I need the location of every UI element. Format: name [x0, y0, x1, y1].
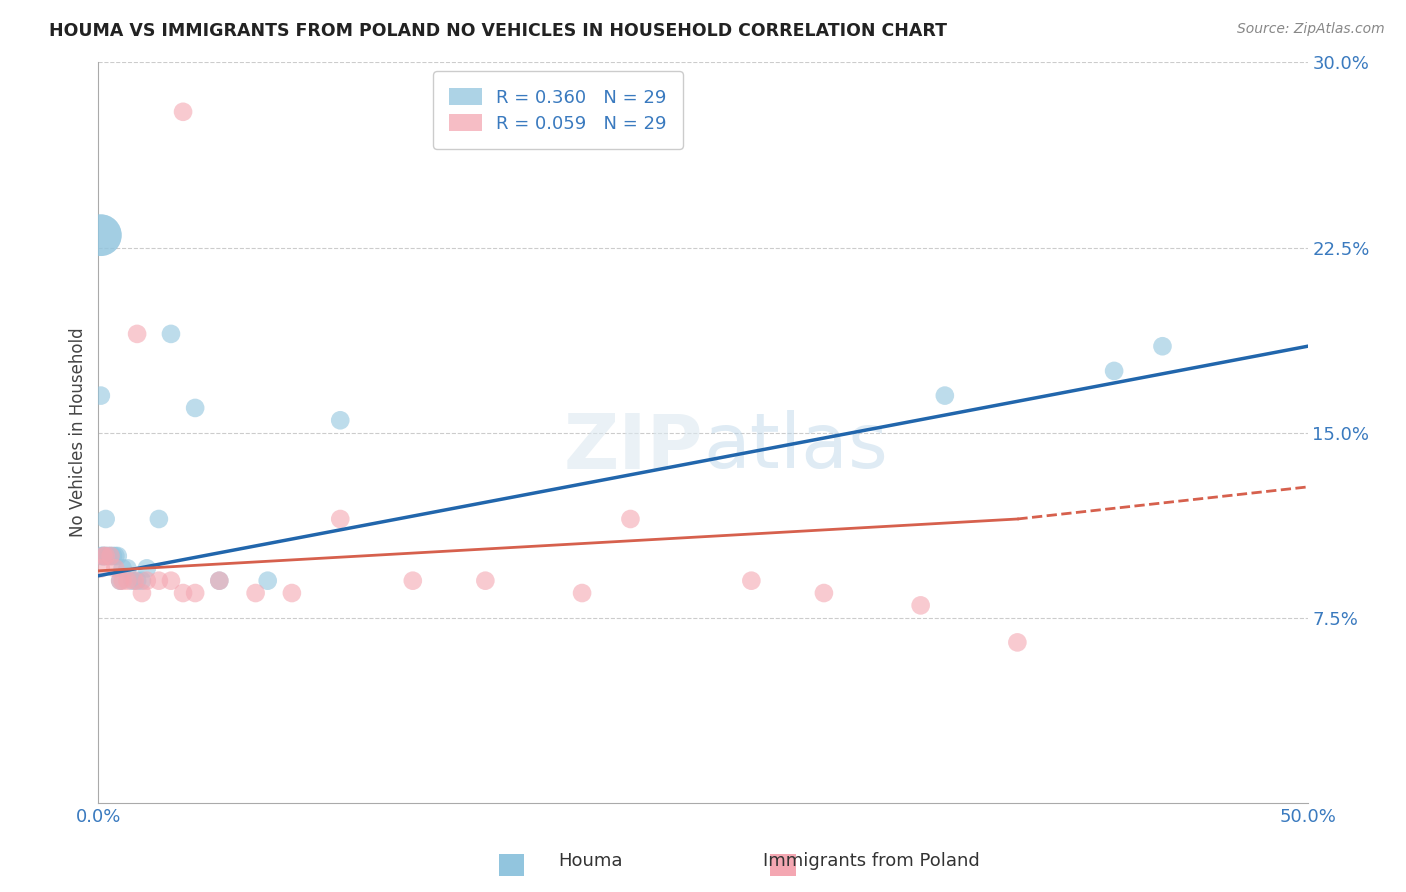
Point [148, 574, 170, 588]
Point [256, 574, 278, 588]
Point [94, 549, 117, 563]
Point [131, 586, 153, 600]
Point [208, 574, 231, 588]
Point [208, 574, 231, 588]
Point [100, 549, 122, 563]
Point [910, 599, 932, 613]
Point [127, 574, 149, 588]
Point [402, 574, 425, 588]
Text: HOUMA VS IMMIGRANTS FROM POLAND NO VEHICLES IN HOUSEHOLD CORRELATION CHART: HOUMA VS IMMIGRANTS FROM POLAND NO VEHIC… [49, 22, 948, 40]
Point [571, 586, 593, 600]
Point [90, 228, 112, 243]
Text: Source: ZipAtlas.com: Source: ZipAtlas.com [1237, 22, 1385, 37]
Point [135, 561, 157, 575]
Point [117, 561, 139, 575]
Point [90, 388, 112, 402]
Point [117, 574, 139, 588]
Point [104, 549, 127, 563]
Point [108, 574, 131, 588]
Point [813, 586, 835, 600]
Point [91, 549, 114, 563]
Point [101, 549, 124, 563]
Legend: R = 0.360   N = 29, R = 0.059   N = 29: R = 0.360 N = 29, R = 0.059 N = 29 [433, 71, 683, 149]
Point [97, 549, 120, 563]
Point [127, 326, 149, 341]
Point [160, 326, 183, 341]
Point [107, 549, 129, 563]
Text: atlas: atlas [703, 410, 887, 484]
Point [111, 574, 134, 588]
Point [94, 512, 117, 526]
Point [90, 228, 112, 243]
Point [329, 413, 352, 427]
Point [91, 549, 114, 563]
Point [121, 574, 143, 588]
Point [90, 561, 112, 575]
Point [184, 401, 207, 415]
Point [104, 561, 127, 575]
Point [1007, 635, 1029, 649]
Text: ZIP: ZIP [564, 410, 703, 484]
Point [160, 574, 183, 588]
Point [100, 549, 122, 563]
Point [474, 574, 496, 588]
Point [90, 549, 112, 563]
Point [148, 512, 170, 526]
Point [1152, 339, 1174, 353]
Point [108, 574, 131, 588]
Text: Houma: Houma [558, 852, 623, 870]
Point [1102, 364, 1125, 378]
Text: Immigrants from Poland: Immigrants from Poland [763, 852, 980, 870]
Point [131, 574, 153, 588]
Point [111, 561, 134, 575]
Point [172, 586, 194, 600]
Point [619, 512, 641, 526]
Point [172, 104, 194, 119]
Y-axis label: No Vehicles in Household: No Vehicles in Household [69, 327, 87, 538]
Point [245, 586, 267, 600]
Point [281, 586, 304, 600]
Point [124, 574, 146, 588]
Point [135, 574, 157, 588]
Point [91, 549, 114, 563]
Point [184, 586, 207, 600]
Point [740, 574, 762, 588]
Point [94, 549, 117, 563]
Point [934, 388, 956, 402]
Point [329, 512, 352, 526]
